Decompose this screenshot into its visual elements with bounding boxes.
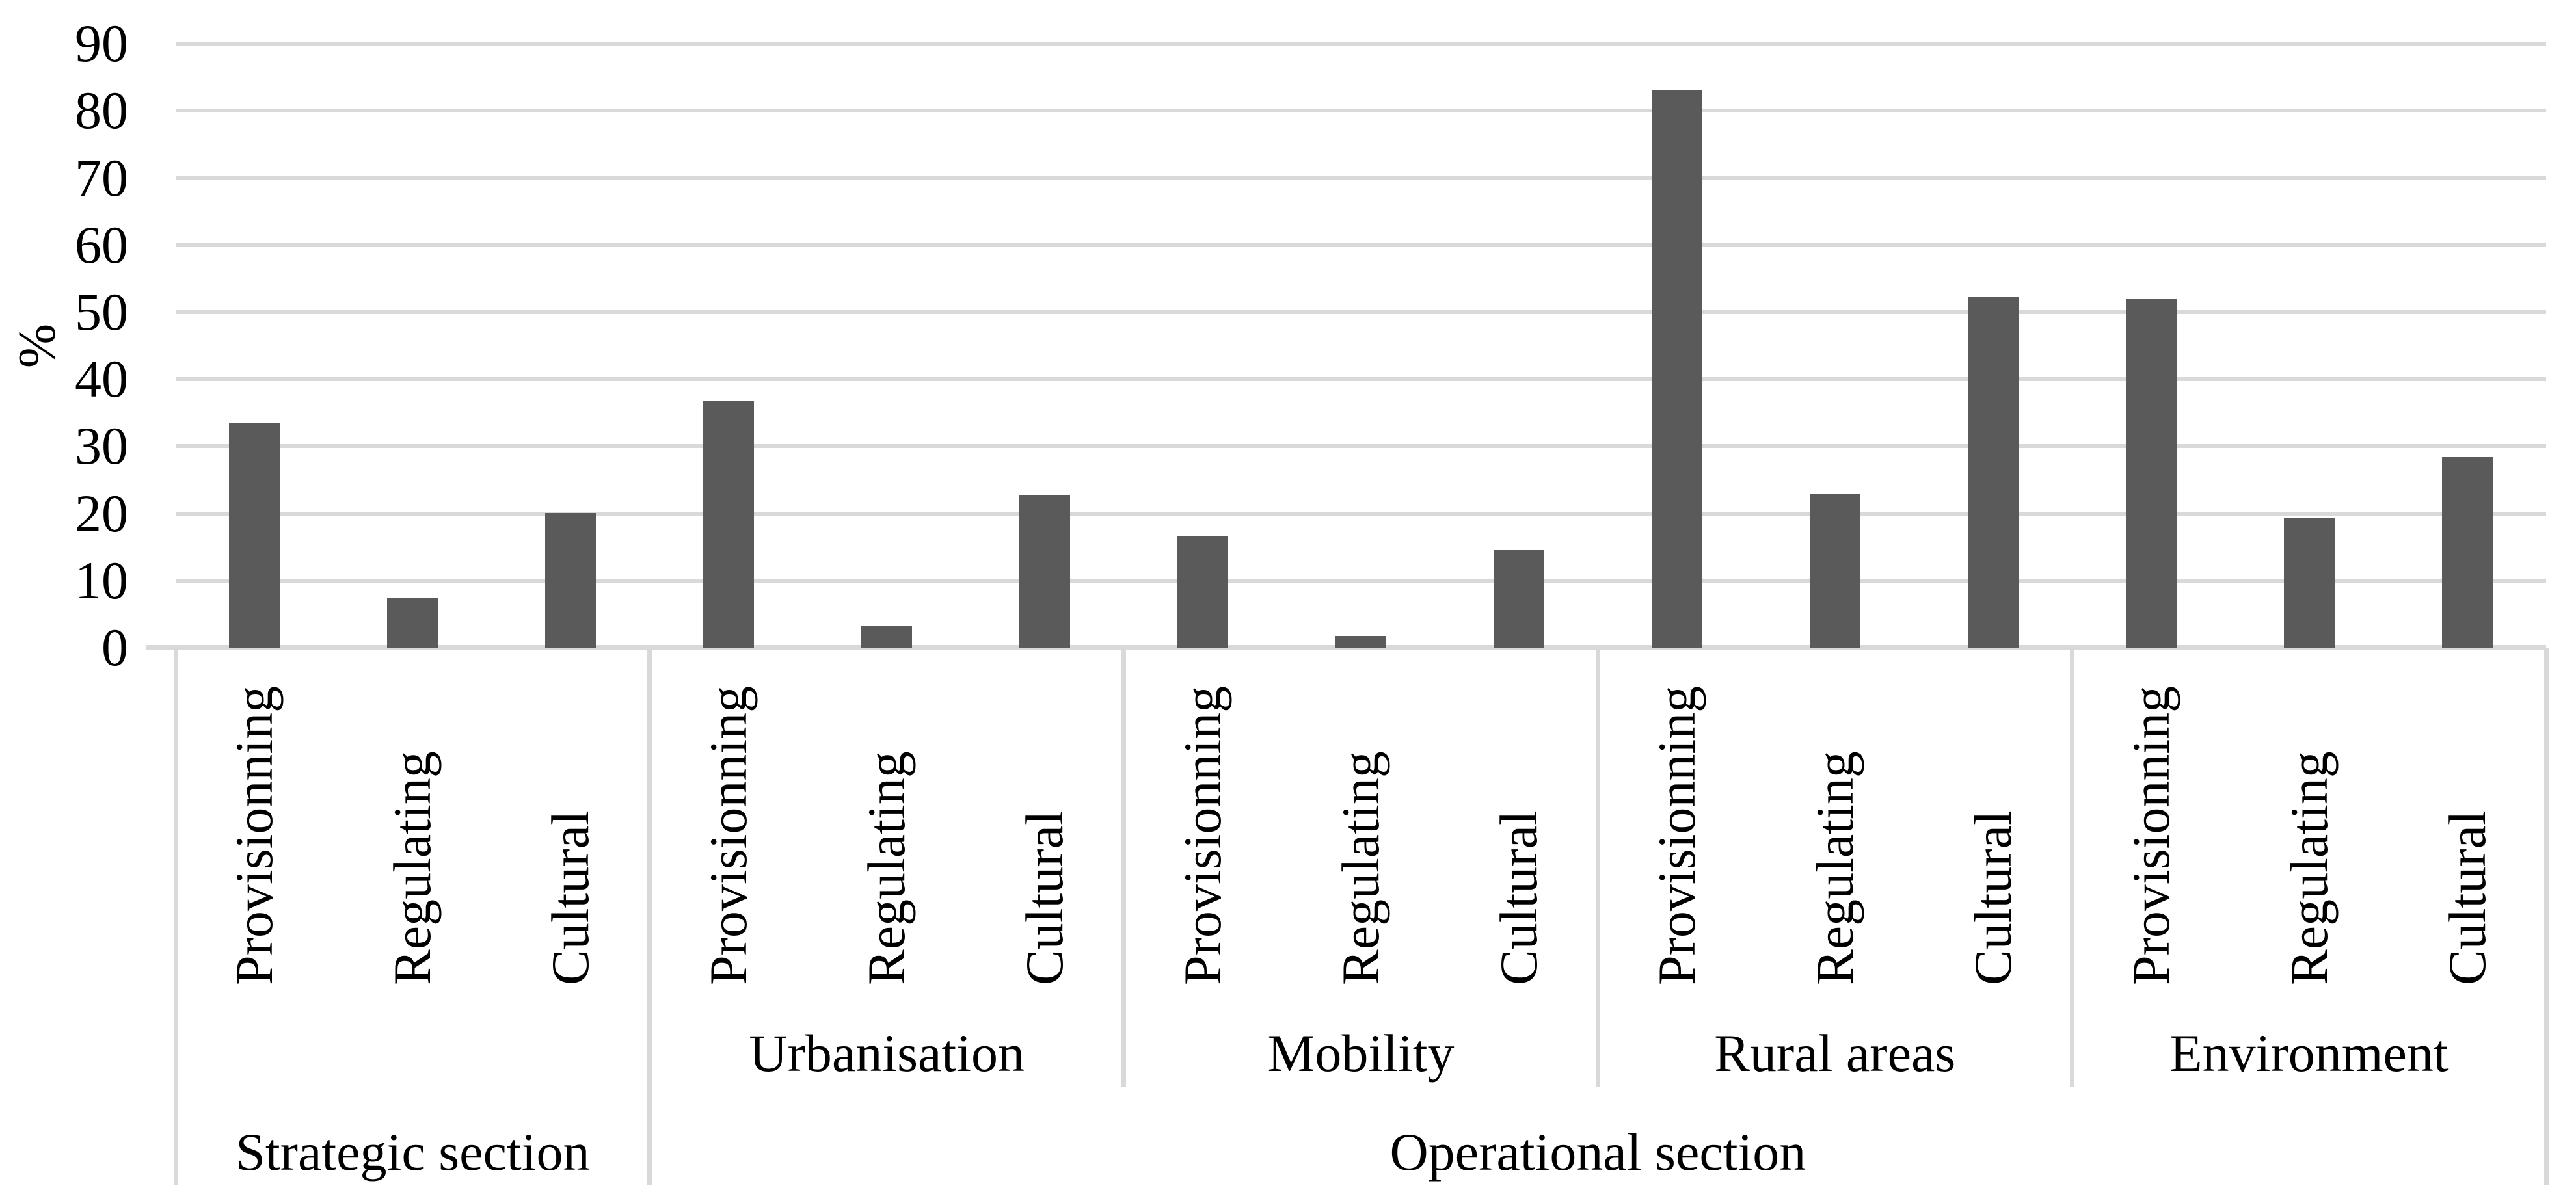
category-label-regulating-2: Regulating (1331, 751, 1390, 985)
section-divider-0 (173, 648, 178, 1185)
bar-operational-section-rural-areas-provisionning (1651, 90, 1702, 648)
bar-operational-section-environment-regulating (2283, 518, 2335, 648)
y-tick-label-90: 90 (75, 14, 128, 73)
axis-right-border (2543, 648, 2549, 1185)
gridline-60 (176, 243, 2546, 247)
gridline-80 (176, 109, 2546, 113)
bar-operational-section-environment-provisionning (2125, 299, 2177, 648)
gridline-10 (176, 578, 2546, 583)
group-label-mobility: Mobility (1267, 1024, 1455, 1083)
gridline-30 (176, 444, 2546, 449)
bar-strategic-section-provisionning (229, 423, 280, 648)
category-label-cultural-2: Cultural (1488, 810, 1548, 985)
bar-operational-section-rural-areas-regulating (1809, 494, 1860, 648)
group-label-rural-areas: Rural areas (1714, 1024, 1956, 1083)
category-label-provisionning-1: Provisionning (699, 685, 758, 985)
y-tick-label-30: 30 (75, 416, 128, 476)
group-label-environment: Environment (2169, 1024, 2449, 1083)
y-tick-label-10: 10 (75, 550, 128, 610)
section-label-strategic-section: Strategic section (235, 1122, 590, 1182)
bar-operational-section-rural-areas-cultural (1967, 297, 2019, 648)
category-label-regulating-0: Regulating (382, 751, 442, 985)
bar-operational-section-mobility-regulating (1335, 636, 1386, 648)
bar-operational-section-urbanisation-cultural (1019, 494, 1071, 648)
section-label-operational-section: Operational section (1389, 1122, 1806, 1182)
bar-operational-section-mobility-cultural (1493, 550, 1544, 648)
group-divider-3 (1595, 648, 1600, 1087)
bar-strategic-section-regulating (387, 598, 438, 648)
y-tick-label-60: 60 (75, 215, 128, 274)
category-label-provisionning-4: Provisionning (2121, 685, 2180, 985)
category-label-regulating-4: Regulating (2279, 751, 2339, 985)
gridline-40 (176, 377, 2546, 382)
category-label-cultural-1: Cultural (1015, 810, 1075, 985)
category-label-cultural-3: Cultural (1963, 810, 2022, 985)
category-label-cultural-0: Cultural (541, 810, 600, 985)
category-label-regulating-1: Regulating (857, 751, 917, 985)
bar-operational-section-urbanisation-provisionning (703, 401, 755, 648)
bar-operational-section-mobility-provisionning (1177, 536, 1229, 648)
gridline-20 (176, 511, 2546, 516)
category-label-provisionning-2: Provisionning (1173, 685, 1233, 985)
gridline-70 (176, 176, 2546, 180)
category-label-provisionning-0: Provisionning (224, 685, 284, 985)
y-tick-label-50: 50 (75, 282, 128, 341)
y-tick-label-0: 0 (101, 618, 128, 677)
gridline-50 (176, 310, 2546, 314)
group-divider-4 (2069, 648, 2074, 1087)
y-tick-label-20: 20 (75, 483, 128, 543)
x-axis-line (146, 645, 2546, 650)
section-divider-1 (647, 648, 652, 1185)
group-divider-2 (1121, 648, 1127, 1087)
bar-strategic-section-cultural (545, 512, 597, 648)
category-label-regulating-3: Regulating (1805, 751, 1864, 985)
category-label-cultural-4: Cultural (2437, 810, 2497, 985)
y-tick-label-80: 80 (75, 81, 128, 140)
y-tick-label-70: 70 (75, 148, 128, 207)
y-tick-label-40: 40 (75, 349, 128, 409)
gridline-90 (176, 42, 2546, 46)
category-label-provisionning-3: Provisionning (1646, 685, 1706, 985)
bar-operational-section-urbanisation-regulating (861, 626, 913, 648)
bar-operational-section-environment-cultural (2441, 456, 2493, 648)
group-label-urbanisation: Urbanisation (749, 1024, 1025, 1083)
